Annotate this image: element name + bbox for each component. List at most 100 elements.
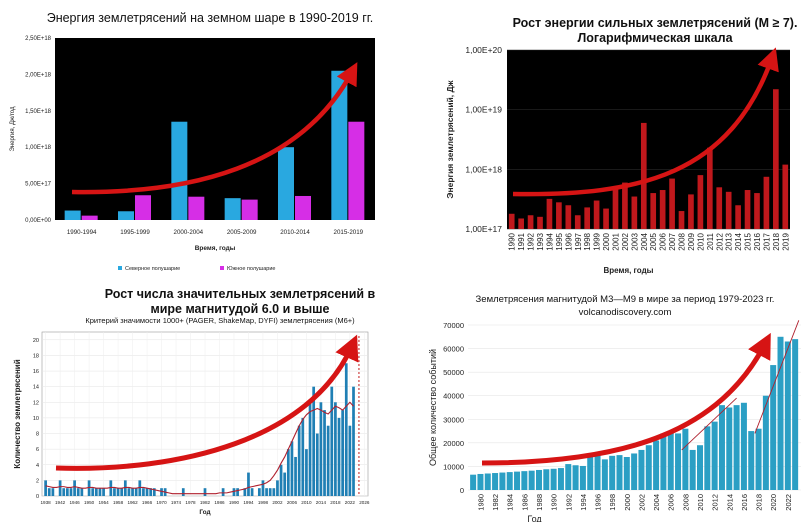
bar [181,488,185,496]
bar [773,89,779,229]
x-tick-label: 2002 [621,232,630,250]
bar [152,488,156,496]
x-tick-label: 1986 [520,494,529,511]
bar [706,147,713,229]
x-tick-label: 2019 [781,232,790,250]
energy-log-chart: Рост энергии сильных землетрясений (M ≥ … [400,0,807,280]
x-axis-label: Время, годы [604,266,654,275]
x-tick-label: 2000-2004 [174,229,204,236]
bar [521,471,528,490]
bar [587,457,594,490]
y-tick-label: 4 [36,463,39,469]
x-tick-label: 2002 [272,500,283,505]
x-tick-label: 2009 [687,232,696,250]
x-tick-label: 1984 [506,494,515,511]
y-axis-label: Энергия, Дж/год [10,106,16,151]
bar [678,211,685,229]
bar [603,208,609,229]
x-tick-label: 1970 [156,500,167,505]
bar [748,431,755,490]
x-tick-label: 2016 [753,232,762,250]
bar [579,465,586,490]
y-tick-label: 16 [33,369,39,375]
bar-south [295,195,311,220]
bar [616,455,623,490]
x-tick-label: 1998 [258,500,269,505]
x-tick-label: 1954 [98,500,109,505]
bar [725,191,732,229]
bar [279,464,283,496]
bar [645,445,652,490]
bar [660,433,667,490]
chart-2-svg: 1,00E+17 1,00E+18 1,00E+19 1,00E+20 1990 1991… [445,45,790,275]
bar [261,480,265,496]
bar [69,488,73,496]
x-tick-label: 2006 [659,232,668,250]
bar [640,122,647,229]
bar-south [241,199,258,220]
bar [609,455,616,490]
bar [689,449,696,490]
bar [612,187,619,229]
x-tick-label: 1998 [583,232,592,250]
bar [499,472,506,490]
x-tick-label: 1966 [142,500,153,505]
bar [697,445,704,490]
x-tick-label: 2026 [359,500,370,505]
bar-north [64,210,81,220]
x-tick-label: 1986 [214,500,225,505]
bar [116,488,120,496]
bar [62,488,66,496]
chart-1-svg: 0,00E+00 5,00E+17 1,00E+18 1,50E+18 2,00E+18… [10,36,375,272]
bar [565,464,572,490]
chart-title: Энергия землетрясений на земном шаре в 1… [46,11,374,25]
x-tick-label: 1974 [171,500,182,505]
legend-label-south: Южное полушарие [227,266,275,272]
x-tick-label: 2016 [740,494,749,511]
bar [127,488,131,496]
bar [535,469,542,490]
bar [688,194,694,229]
m3-m9-quakes-chart: Землетрясения магнитудой М3—М9 в мире за… [400,280,807,522]
bar [594,454,601,490]
bar [247,472,250,496]
y-tick-label: 2 [36,478,39,484]
bar [557,468,564,490]
bar [514,471,521,490]
bar [704,426,711,490]
x-tick-label: 2017 [762,232,771,250]
bar [276,480,279,496]
legend-swatch-north [118,266,122,270]
x-tick-label: 1982 [491,494,500,511]
x-tick-label: 1994 [243,500,254,505]
bar [711,421,718,490]
bar [80,488,84,496]
x-tick-label: 1946 [69,500,80,505]
bar [65,488,69,496]
bar [543,469,550,490]
bar [784,341,791,490]
bar [319,402,323,496]
bar [323,410,326,496]
y-tick-label: 60000 [443,345,464,354]
chart-subtitle: volcanodiscovery.com [578,307,672,318]
bar [221,488,225,496]
y-tick-label: 10 [33,416,39,422]
x-tick-label: 1995 [555,232,564,250]
bar [762,395,769,490]
bar [51,488,55,496]
bar [308,402,312,496]
significant-quakes-chart: Рост числа значительных землетрясений в … [0,280,400,522]
x-tick-label: 2015-2019 [334,229,364,236]
x-tick-label: 1994 [579,494,588,511]
bar [682,428,689,490]
x-tick-label: 2005 [649,232,658,250]
bar [283,472,287,496]
chart-3-svg: 0 2 4 6 8 10 12 14 16 18 20 1938 1942 1946 1950 1954 195… [13,331,370,516]
y-tick-label: 5,00E+17 [25,182,52,188]
bar [145,488,149,496]
x-tick-label: 2018 [772,232,781,250]
x-tick-label: 2014 [316,500,327,505]
trend-arrow [55,334,359,471]
bar [131,488,134,496]
